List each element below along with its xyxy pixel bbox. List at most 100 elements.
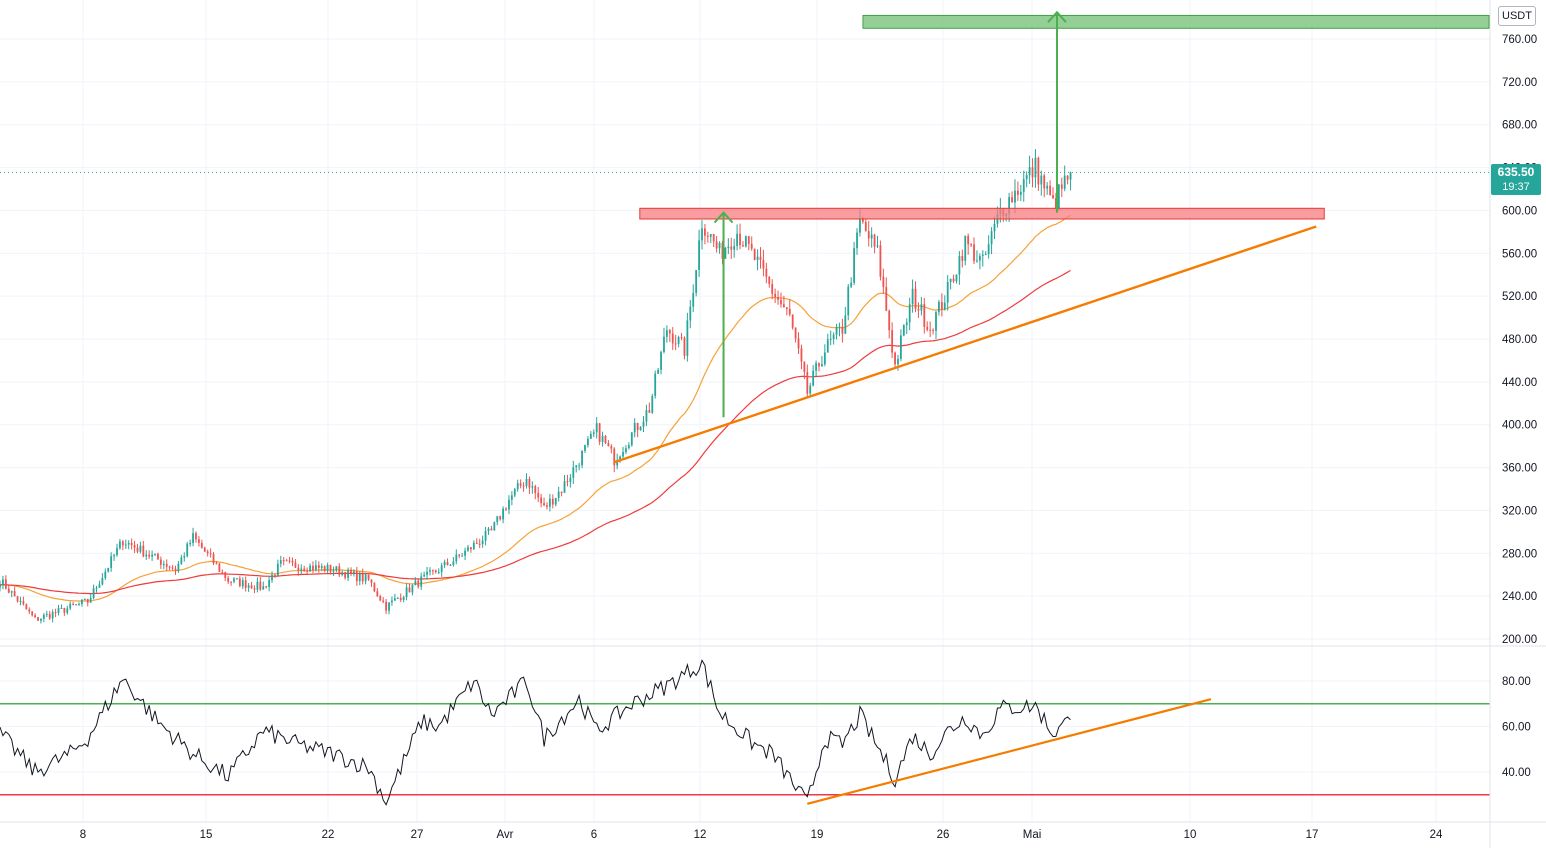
candle-body [148, 554, 151, 557]
candle-body [768, 276, 771, 284]
candle-body [347, 569, 349, 578]
candle-body [908, 304, 911, 323]
candle-body [247, 585, 250, 588]
candle-body [78, 603, 80, 605]
candle-body [443, 561, 446, 566]
candle-body [709, 234, 712, 237]
candle-body [203, 547, 206, 552]
candle-body [958, 256, 961, 275]
candle-body [385, 601, 388, 611]
candle-body [285, 560, 288, 562]
candle-body [806, 371, 809, 394]
candle-body [127, 542, 130, 545]
candle-body [244, 580, 247, 588]
candle-body [411, 585, 414, 593]
candle-body [119, 541, 121, 549]
time-tick-label: 8 [80, 829, 86, 841]
candle-body [34, 615, 37, 618]
candle-body [326, 564, 329, 572]
candle-body [0, 584, 1, 588]
candle-body [206, 551, 209, 554]
candle-body [54, 612, 57, 614]
currency-label[interactable]: USDT [1498, 6, 1536, 26]
candle-body [309, 565, 311, 572]
price-tick-label: 760.00 [1502, 34, 1537, 46]
candle-body [22, 600, 25, 605]
candle-body [859, 218, 861, 233]
candle-body [241, 580, 244, 587]
candle-body [665, 330, 668, 337]
candle-body [853, 248, 856, 283]
candle-body [60, 607, 63, 609]
candle-body [7, 588, 10, 593]
candle-body [253, 588, 256, 590]
candle-body [519, 483, 522, 486]
candles [0, 149, 1072, 624]
candle-body [1037, 157, 1040, 185]
candle-body [116, 548, 118, 556]
candle-body [815, 363, 817, 371]
candle-body [499, 516, 502, 520]
candle-body [753, 248, 756, 260]
candle-body [502, 508, 505, 520]
candle-body [440, 565, 443, 572]
candle-body [139, 545, 142, 552]
candle-body [902, 325, 905, 336]
candle-body [616, 459, 619, 466]
candle-body [159, 559, 162, 565]
rsi-pane [0, 659, 1490, 806]
candle-body [923, 304, 926, 327]
candle-body [472, 542, 475, 550]
candle-body [657, 369, 660, 374]
candle-body [671, 333, 674, 344]
candle-body [1057, 184, 1060, 209]
candle-body [110, 556, 113, 568]
candle-body [926, 326, 929, 330]
candle-body [218, 563, 221, 572]
candle-body [358, 573, 361, 582]
arrow-head [1047, 10, 1067, 23]
candle-body [467, 547, 469, 551]
candle-body [537, 493, 540, 498]
candle-body [718, 242, 721, 249]
candle-body [373, 582, 376, 592]
candle-body [841, 326, 844, 334]
candle-body [227, 577, 230, 582]
candle-body [981, 254, 984, 256]
candle-body [224, 572, 227, 578]
price-tick-label: 480.00 [1502, 334, 1537, 346]
chart-annotations [0, 10, 1490, 464]
candle-body [271, 574, 273, 581]
candle-body [818, 363, 820, 367]
price-tick-label: 280.00 [1502, 548, 1537, 560]
candle-body [821, 364, 823, 367]
candle-body [987, 244, 990, 255]
candle-body [461, 555, 464, 557]
candle-body [361, 573, 364, 582]
candle-body [619, 456, 622, 460]
candle-body [984, 254, 987, 256]
chart-overlays [0, 214, 1071, 602]
candle-body [209, 553, 212, 555]
candle-body [654, 373, 657, 396]
candle-body [905, 322, 908, 326]
candle-body [423, 574, 426, 577]
candle-body [838, 326, 841, 328]
candle-body [861, 218, 864, 222]
candle-body [639, 426, 642, 431]
candle-body [607, 443, 610, 447]
candle-body [493, 522, 496, 531]
candle-body [513, 489, 516, 496]
candle-body [168, 566, 171, 568]
candle-body [320, 566, 323, 568]
time-tick-label: 27 [411, 829, 424, 841]
candle-body [446, 561, 449, 566]
candle-body [613, 448, 616, 466]
candle-body [522, 485, 525, 487]
candle-body [86, 598, 89, 603]
candle-body [964, 235, 967, 261]
candle-body [470, 547, 472, 550]
candle-body [876, 245, 879, 247]
candle-body [171, 567, 174, 569]
